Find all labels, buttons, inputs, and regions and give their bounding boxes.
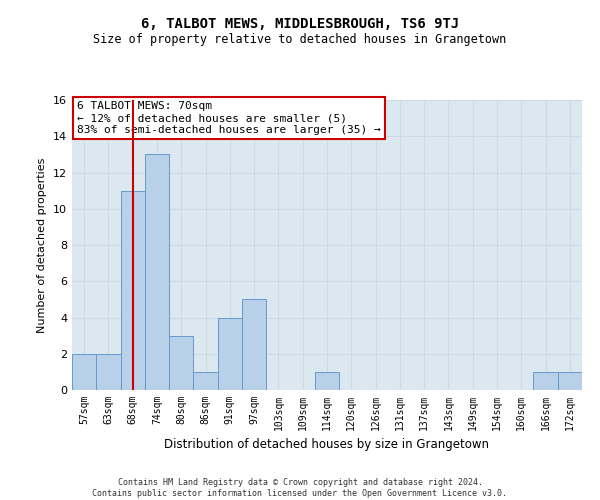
Bar [145,154,169,390]
Bar [121,190,145,390]
Text: Size of property relative to detached houses in Grangetown: Size of property relative to detached ho… [94,32,506,46]
Bar [96,354,121,390]
Bar [315,372,339,390]
Bar [72,354,96,390]
Bar [193,372,218,390]
Bar [169,336,193,390]
Text: 6 TALBOT MEWS: 70sqm
← 12% of detached houses are smaller (5)
83% of semi-detach: 6 TALBOT MEWS: 70sqm ← 12% of detached h… [77,102,381,134]
X-axis label: Distribution of detached houses by size in Grangetown: Distribution of detached houses by size … [164,438,490,452]
Text: 6, TALBOT MEWS, MIDDLESBROUGH, TS6 9TJ: 6, TALBOT MEWS, MIDDLESBROUGH, TS6 9TJ [141,18,459,32]
Bar [533,372,558,390]
Y-axis label: Number of detached properties: Number of detached properties [37,158,47,332]
Bar [218,318,242,390]
Bar [558,372,582,390]
Bar [242,300,266,390]
Text: Contains HM Land Registry data © Crown copyright and database right 2024.
Contai: Contains HM Land Registry data © Crown c… [92,478,508,498]
